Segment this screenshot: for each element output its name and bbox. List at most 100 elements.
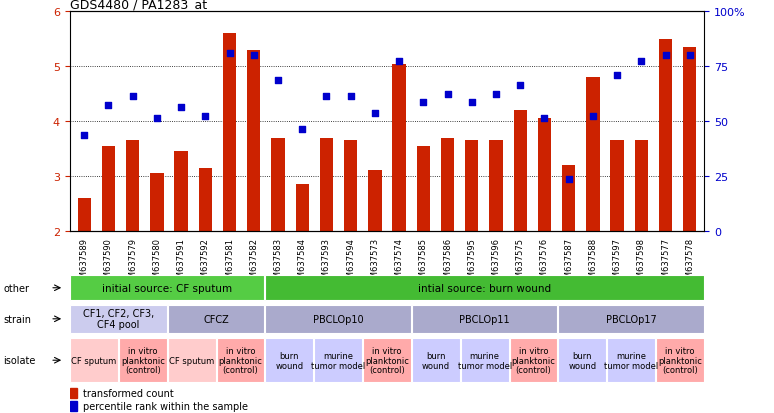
Bar [70, 339, 118, 382]
Bar [611, 141, 624, 231]
Text: in vitro
planktonic
(control): in vitro planktonic (control) [121, 346, 165, 375]
Bar [168, 339, 216, 382]
Point [635, 58, 648, 65]
Text: initial source: CF sputum: initial source: CF sputum [102, 283, 232, 293]
Text: CFCZ: CFCZ [204, 314, 229, 324]
Point [296, 127, 308, 133]
Bar [168, 305, 265, 333]
Point [272, 78, 284, 84]
Text: transformed count: transformed count [83, 388, 173, 399]
Point [320, 94, 333, 100]
Point [441, 91, 454, 98]
Point [126, 94, 139, 100]
Text: strain: strain [4, 314, 32, 324]
Bar [70, 305, 167, 333]
Bar [217, 339, 265, 382]
Text: PBCLOp17: PBCLOp17 [606, 314, 656, 324]
Text: isolate: isolate [4, 355, 36, 366]
Bar [558, 339, 606, 382]
Bar [659, 40, 673, 231]
Bar [265, 305, 411, 333]
Point [175, 105, 187, 112]
Bar [247, 51, 260, 231]
Text: murine
tumor model: murine tumor model [604, 351, 658, 370]
Bar [586, 78, 600, 231]
Bar [412, 339, 460, 382]
Bar [70, 388, 77, 399]
Bar [70, 401, 77, 411]
Text: CF1, CF2, CF3,
CF4 pool: CF1, CF2, CF3, CF4 pool [83, 309, 154, 330]
Bar [265, 276, 704, 300]
Bar [77, 198, 91, 231]
Bar [199, 169, 212, 231]
Text: in vitro
planktonic
(control): in vitro planktonic (control) [512, 346, 556, 375]
Bar [363, 339, 411, 382]
Point [611, 72, 623, 78]
Text: murine
tumor model: murine tumor model [457, 351, 512, 370]
Bar [465, 141, 478, 231]
Bar [514, 111, 527, 231]
Text: burn
wound: burn wound [568, 351, 596, 370]
Text: percentile rank within the sample: percentile rank within the sample [83, 401, 248, 411]
Bar [368, 171, 382, 231]
Point [368, 110, 381, 117]
Text: GDS4480 / PA1283_at: GDS4480 / PA1283_at [70, 0, 207, 11]
Bar [441, 138, 454, 231]
Text: burn
wound: burn wound [422, 351, 450, 370]
Point [224, 50, 236, 57]
Bar [509, 339, 557, 382]
Bar [314, 339, 362, 382]
Text: murine
tumor model: murine tumor model [311, 351, 365, 370]
Text: other: other [4, 283, 29, 293]
Bar [272, 138, 285, 231]
Bar [412, 305, 557, 333]
Bar [538, 119, 551, 231]
Bar [265, 339, 313, 382]
Point [151, 116, 163, 122]
Text: intial source: burn wound: intial source: burn wound [418, 283, 551, 293]
Point [659, 53, 672, 59]
Bar [150, 174, 163, 231]
Point [393, 58, 406, 65]
Bar [223, 34, 236, 231]
Point [683, 53, 696, 59]
Text: burn
wound: burn wound [276, 351, 303, 370]
Point [102, 102, 115, 109]
Bar [461, 339, 509, 382]
Text: in vitro
planktonic
(control): in vitro planktonic (control) [658, 346, 702, 375]
Point [538, 116, 550, 122]
Point [466, 100, 478, 106]
Text: in vitro
planktonic
(control): in vitro planktonic (control) [365, 346, 409, 375]
Text: CF sputum: CF sputum [71, 356, 117, 365]
Point [78, 132, 91, 139]
Bar [489, 141, 502, 231]
Bar [344, 141, 358, 231]
Point [344, 94, 357, 100]
Point [199, 113, 211, 120]
Bar [392, 64, 406, 231]
Point [514, 83, 526, 90]
Bar [558, 305, 704, 333]
Point [563, 176, 575, 183]
Bar [296, 185, 309, 231]
Text: in vitro
planktonic
(control): in vitro planktonic (control) [218, 346, 262, 375]
Point [248, 53, 260, 59]
Bar [562, 166, 575, 231]
Bar [656, 339, 704, 382]
Bar [320, 138, 333, 231]
Bar [635, 141, 648, 231]
Bar [174, 152, 188, 231]
Bar [70, 276, 265, 300]
Text: PBCLOp10: PBCLOp10 [313, 314, 364, 324]
Bar [101, 147, 115, 231]
Text: PBCLOp11: PBCLOp11 [459, 314, 510, 324]
Point [490, 91, 502, 98]
Point [587, 113, 599, 120]
Bar [416, 147, 430, 231]
Point [417, 100, 430, 106]
Text: CF sputum: CF sputum [169, 356, 214, 365]
Bar [126, 141, 139, 231]
Bar [683, 48, 697, 231]
Bar [119, 339, 167, 382]
Bar [607, 339, 655, 382]
